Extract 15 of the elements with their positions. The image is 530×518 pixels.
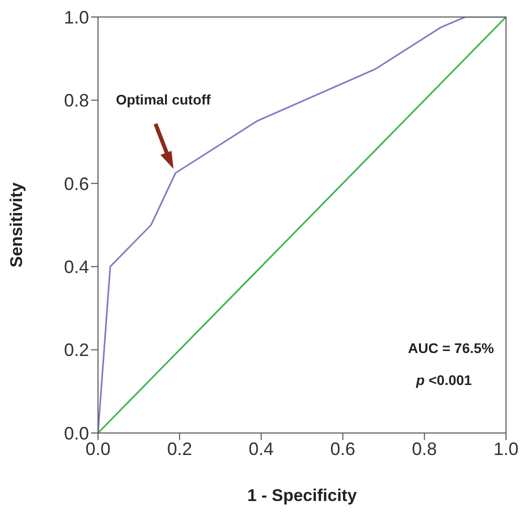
x-tick-label: 0.2 [167,438,192,459]
annotation: p <0.001 [415,372,472,388]
annotation: AUC = 76.5% [408,340,495,356]
y-tick-label: 0.8 [64,90,89,111]
y-tick-label: 0.6 [64,174,89,194]
x-tick-label: 0.8 [412,438,437,459]
y-tick-label: 0.2 [64,340,89,360]
y-tick-label: 0.4 [64,256,89,277]
x-tick-label: 0.4 [248,438,274,459]
x-tick-label: 1.0 [493,438,519,459]
x-axis-title: 1 - Specificity [247,486,358,505]
y-tick-label: 1.0 [64,7,89,28]
y-axis-title: Sensitivity [7,182,26,268]
x-tick-label: 0.6 [330,438,356,459]
annotation: Optimal cutoff [116,91,212,108]
